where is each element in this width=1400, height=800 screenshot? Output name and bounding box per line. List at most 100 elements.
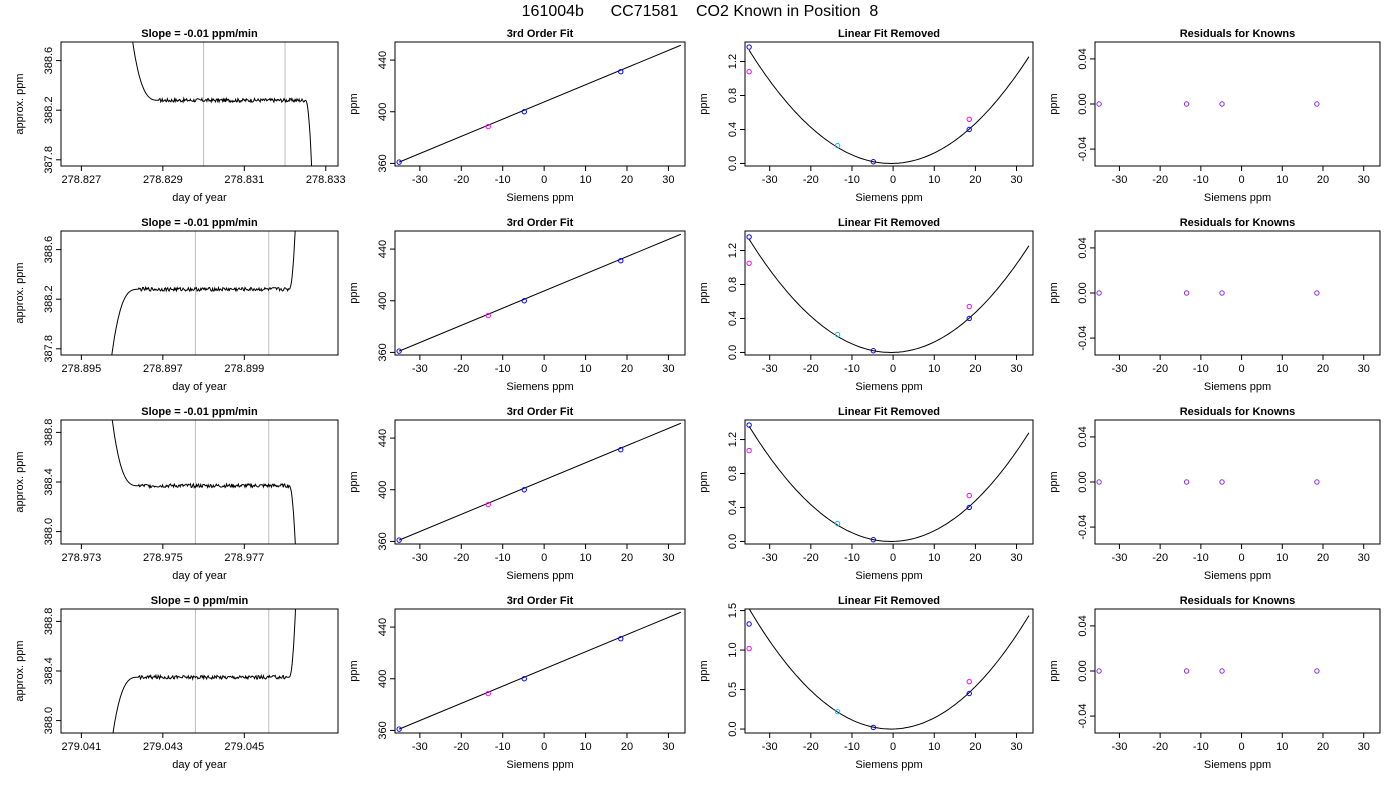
y-tick-label: -0.04 bbox=[1077, 137, 1089, 162]
x-tick-label: -30 bbox=[762, 741, 778, 753]
x-tick-label: -20 bbox=[803, 174, 819, 186]
panel-title: Slope = -0.01 ppm/min bbox=[141, 217, 258, 229]
data-point bbox=[870, 159, 877, 165]
y-tick-label: 387.8 bbox=[43, 335, 55, 363]
y-axis-label: ppm bbox=[348, 282, 360, 303]
data-point bbox=[834, 520, 841, 527]
data-point bbox=[966, 690, 972, 697]
panel-r3-c1: Slope = -0.01 ppm/min 278.973 278.975 278.9… bbox=[14, 406, 339, 582]
x-tick-label: -10 bbox=[844, 552, 860, 564]
panel-r4-c2: 3rd Order Fit -30 -20 -10 0 10 20 30 360 400 440 Si… bbox=[348, 595, 686, 771]
data-point bbox=[618, 447, 624, 453]
y-tick-label: 360 bbox=[377, 532, 389, 550]
panel-title: Residuals for Knowns bbox=[1180, 406, 1296, 418]
x-tick-label: -20 bbox=[453, 741, 469, 753]
x-tick-label: -30 bbox=[412, 174, 428, 186]
x-axis-label: Siemens ppm bbox=[855, 381, 922, 393]
data-point bbox=[966, 315, 972, 322]
x-tick-label: 30 bbox=[1358, 552, 1370, 564]
panel-title: 3rd Order Fit bbox=[507, 595, 574, 607]
x-tick-label: -10 bbox=[844, 174, 860, 186]
x-tick-label: 0 bbox=[541, 174, 547, 186]
data-point bbox=[1096, 479, 1102, 485]
y-tick-label: 0.00 bbox=[1077, 471, 1089, 492]
y-tick-label: 388.6 bbox=[43, 236, 55, 264]
panel-frame bbox=[744, 608, 1034, 734]
data-point bbox=[834, 142, 841, 149]
data-point bbox=[1314, 668, 1320, 674]
data-point bbox=[485, 312, 491, 319]
panel-r3-c2: 3rd Order Fit -30 -20 -10 0 10 20 30 360 400 440 Si… bbox=[348, 406, 686, 582]
data-point bbox=[521, 298, 527, 304]
panel-title: Residuals for Knowns bbox=[1180, 217, 1296, 229]
data-point bbox=[870, 348, 877, 354]
y-tick-label: 360 bbox=[377, 343, 389, 361]
panel-r4-c4: Residuals for Knowns -30 -20 -10 0 10 20 30 -0.0… bbox=[1048, 595, 1381, 771]
data-point bbox=[870, 724, 877, 731]
data-point bbox=[1219, 101, 1225, 107]
data-point bbox=[1219, 479, 1225, 485]
panel-title: 3rd Order Fit bbox=[507, 28, 574, 40]
x-tick-label: -10 bbox=[495, 363, 511, 375]
panel-r2-c1: Slope = -0.01 ppm/min 278.895 278.897 278.8… bbox=[14, 217, 339, 393]
data-point bbox=[396, 348, 402, 354]
panel-frame bbox=[744, 230, 1034, 356]
panel-r2-c3: Linear Fit Removed -30 -20 -10 0 10 20 30 0.0 0.4… bbox=[698, 217, 1034, 393]
panel-r4-c1: Slope = 0 ppm/min 279.041 279.043 279.045 38… bbox=[14, 595, 339, 771]
panel-title: Slope = -0.01 ppm/min bbox=[141, 28, 258, 40]
data-point bbox=[966, 678, 972, 685]
x-tick-label: -20 bbox=[1152, 174, 1168, 186]
data-point bbox=[521, 676, 527, 682]
panel-frame bbox=[394, 419, 686, 545]
x-tick-label: 278.899 bbox=[224, 363, 264, 375]
y-tick-label: 0.00 bbox=[1077, 93, 1089, 114]
plot-area bbox=[1096, 479, 1320, 485]
x-axis-label: Siemens ppm bbox=[1204, 759, 1271, 771]
panel-r1-c4: Residuals for Knowns -30 -20 -10 0 10 20 30 -0.0… bbox=[1048, 28, 1381, 204]
data-point bbox=[834, 331, 841, 338]
data-trace bbox=[132, 42, 313, 166]
x-tick-label: 0 bbox=[541, 552, 547, 564]
data-point bbox=[618, 636, 624, 642]
panel-r1-c3: Linear Fit Removed -30 -20 -10 0 10 20 30 0.0 0.4… bbox=[698, 28, 1034, 204]
x-tick-label: 30 bbox=[1358, 174, 1370, 186]
panel-frame bbox=[1094, 230, 1381, 356]
x-tick-label: 10 bbox=[928, 741, 940, 753]
y-tick-label: 400 bbox=[377, 103, 389, 121]
y-tick-label: 388.4 bbox=[43, 468, 55, 496]
x-tick-label: 30 bbox=[662, 174, 674, 186]
y-axis-label: ppm bbox=[698, 471, 710, 492]
data-point bbox=[485, 690, 491, 697]
data-trace bbox=[111, 231, 296, 355]
y-tick-label: 1.5 bbox=[727, 603, 739, 618]
y-axis-label: ppm bbox=[1048, 282, 1060, 303]
x-tick-label: 10 bbox=[579, 174, 591, 186]
plot-area bbox=[746, 609, 1030, 731]
y-tick-label: 388.8 bbox=[43, 608, 55, 636]
x-tick-label: 10 bbox=[579, 363, 591, 375]
data-point bbox=[1314, 101, 1320, 107]
x-tick-label: -10 bbox=[1193, 552, 1209, 564]
y-axis-label: approx. ppm bbox=[14, 73, 26, 134]
panel-r4-c3: Linear Fit Removed -30 -20 -10 0 10 20 30 0.0 0.5… bbox=[698, 595, 1034, 771]
panel-frame bbox=[394, 608, 686, 734]
fit-line bbox=[398, 233, 682, 352]
plot-area bbox=[746, 422, 1030, 543]
x-tick-label: 0 bbox=[1239, 363, 1245, 375]
panel-title: 3rd Order Fit bbox=[507, 217, 574, 229]
plot-area bbox=[746, 44, 1030, 165]
x-axis-label: Siemens ppm bbox=[855, 570, 922, 582]
x-tick-label: -30 bbox=[762, 363, 778, 375]
y-tick-label: 0.4 bbox=[727, 500, 739, 515]
x-tick-label: 30 bbox=[662, 552, 674, 564]
panel-r3-c4: Residuals for Knowns -30 -20 -10 0 10 20 30 -0.0… bbox=[1048, 406, 1381, 582]
plot-area bbox=[396, 611, 682, 732]
y-axis-label: ppm bbox=[348, 660, 360, 681]
y-axis-label: ppm bbox=[698, 660, 710, 681]
x-tick-label: 30 bbox=[1010, 363, 1022, 375]
panel-frame bbox=[60, 230, 339, 356]
x-axis-label: Siemens ppm bbox=[855, 192, 922, 204]
x-tick-label: 0 bbox=[890, 741, 896, 753]
x-tick-label: 0 bbox=[890, 552, 896, 564]
panel-title: Slope = 0 ppm/min bbox=[151, 595, 249, 607]
